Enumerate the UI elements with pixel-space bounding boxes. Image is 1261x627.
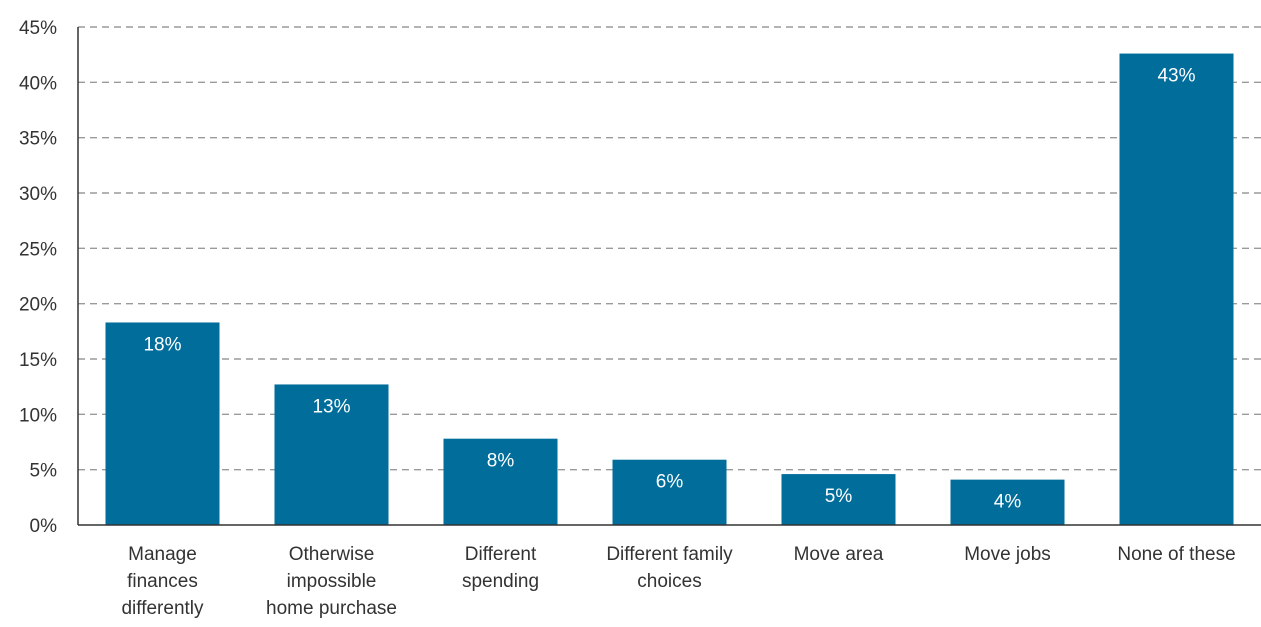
x-tick-label-line: spending bbox=[462, 571, 539, 592]
y-tick-label: 25% bbox=[19, 239, 57, 260]
x-tick-label-line: Otherwise bbox=[289, 544, 375, 565]
x-tick-label-line: impossible bbox=[287, 571, 377, 592]
bar bbox=[105, 322, 220, 525]
x-tick-label-line: differently bbox=[121, 598, 204, 619]
y-tick-label: 5% bbox=[30, 461, 58, 482]
bar-data-label: 18% bbox=[143, 334, 181, 355]
y-tick-label: 45% bbox=[19, 18, 57, 39]
x-tick-label: Otherwise impossible home purchase bbox=[266, 544, 397, 619]
y-tick-label: 0% bbox=[30, 516, 58, 537]
x-tick-label: Move jobs bbox=[964, 544, 1051, 565]
x-tick-label: None of these bbox=[1117, 544, 1235, 565]
x-tick-label-line: None of these bbox=[1117, 544, 1235, 565]
y-tick-label: 20% bbox=[19, 295, 57, 316]
x-tick-label-line: choices bbox=[637, 571, 701, 592]
x-tick-label: Move area bbox=[794, 544, 884, 565]
bar-data-label: 6% bbox=[656, 472, 684, 493]
y-tick-label: 40% bbox=[19, 73, 57, 94]
x-tick-label-line: Manage bbox=[128, 544, 197, 565]
bar bbox=[950, 479, 1065, 525]
bar bbox=[1119, 53, 1234, 526]
y-tick-label: 10% bbox=[19, 405, 57, 426]
y-tick-label: 35% bbox=[19, 129, 57, 150]
x-tick-label: Manage finances differently bbox=[121, 544, 204, 619]
x-tick-label-line: Move area bbox=[794, 544, 884, 565]
bar-data-label: 43% bbox=[1157, 66, 1195, 87]
bar bbox=[781, 474, 896, 525]
bar bbox=[274, 384, 389, 525]
x-tick-label: Different spending bbox=[462, 544, 539, 592]
y-tick-label: 30% bbox=[19, 184, 57, 205]
x-tick-label-line: home purchase bbox=[266, 598, 397, 619]
x-tick-label-line: finances bbox=[127, 571, 198, 592]
x-tick-label: Different family choices bbox=[606, 544, 733, 592]
bar-data-label: 4% bbox=[994, 492, 1022, 513]
x-tick-label-line: Different family bbox=[606, 544, 733, 565]
x-tick-label-line: Move jobs bbox=[964, 544, 1051, 565]
y-tick-label: 15% bbox=[19, 350, 57, 371]
x-tick-label-line: Different bbox=[465, 544, 537, 565]
bar bbox=[443, 438, 558, 525]
bar-data-label: 13% bbox=[312, 396, 350, 417]
bar-data-label: 8% bbox=[487, 451, 515, 472]
bar-data-label: 5% bbox=[825, 486, 853, 507]
bar bbox=[612, 459, 727, 525]
